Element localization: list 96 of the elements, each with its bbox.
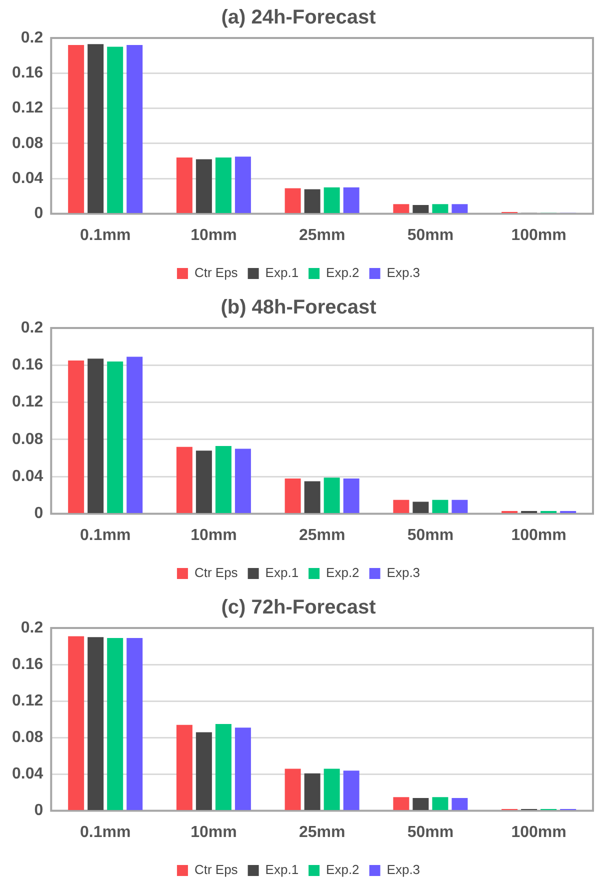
bar [234,728,251,810]
bar [343,478,360,514]
bar [126,356,143,514]
bar [176,446,192,514]
y-tick-label: 0 [34,505,44,522]
x-tick-label: 10mm [190,824,237,841]
x-tick-label: 100mm [511,824,566,841]
y-tick-label: 0.16 [12,64,44,82]
legend-label: Ctr Eps [194,265,238,280]
bar [284,768,301,810]
y-tick-label: 0.04 [12,468,44,486]
y-tick-label: 0 [34,802,44,820]
y-tick-label: 0.2 [20,29,44,46]
bar [176,724,192,810]
bar [452,798,468,810]
x-tick-label: 25mm [298,824,346,841]
bar [107,46,124,214]
bar [88,637,104,810]
legend-label: Exp.3 [386,265,420,280]
legend-label: Exp.3 [386,565,420,580]
bar [324,768,340,810]
x-tick-label: 50mm [407,226,454,244]
x-tick-label: 50mm [407,526,454,544]
bar [107,361,124,514]
legend-label: Exp.2 [326,565,360,580]
bar [234,156,251,214]
y-tick-label: 0.2 [20,619,44,636]
bar [452,204,468,214]
y-tick-label: 0 [34,205,44,222]
bar [393,797,410,810]
y-tick-label: 0.08 [12,134,44,152]
y-tick-label: 0.16 [12,656,44,673]
bar [196,450,212,514]
chart-title: (a) 24h-Forecast [221,6,376,29]
y-tick-label: 0.04 [12,170,44,188]
y-tick-label: 0.12 [12,100,44,117]
bar [68,45,84,214]
bar [304,773,320,810]
bar [215,724,232,810]
bar [126,638,143,810]
bar [88,44,104,214]
bar [176,158,192,214]
legend-label: Exp.1 [265,862,299,878]
legend-label: Exp.2 [326,265,360,280]
legend-label: Ctr Eps [194,565,238,580]
x-tick-label: 0.1mm [80,824,131,841]
chart-title: (b) 48h-Forecast [220,296,377,319]
y-tick-label: 0.12 [12,394,44,411]
bar [88,358,104,514]
bar [452,500,468,514]
x-tick-label: 25mm [298,526,346,544]
bar [68,360,84,514]
bar [196,732,212,810]
x-tick-label: 25mm [298,226,346,244]
bar [107,638,124,810]
chart-title: (c) 72h-Forecast [221,596,376,619]
x-tick-label: 0.1mm [80,526,131,544]
bar [343,187,360,214]
legend-label: Ctr Eps [194,862,238,878]
bar [126,45,143,214]
x-tick-label: 10mm [190,226,237,244]
bar [412,205,429,214]
bar [432,500,448,514]
bar [412,502,429,514]
legend-label: Exp.1 [265,265,299,280]
x-tick-label: 0.1mm [80,226,131,244]
bar [432,204,448,214]
bar [234,448,251,514]
bar [343,770,360,810]
bar [196,159,212,214]
bar [284,188,301,214]
x-tick-label: 100mm [511,226,566,244]
bar [324,478,340,514]
y-tick-label: 0.08 [12,729,44,746]
bar [304,481,320,514]
y-tick-label: 0.16 [12,356,44,374]
legend-label: Exp.2 [326,862,360,878]
y-tick-label: 0.08 [12,430,44,448]
legend-label: Exp.1 [265,565,299,580]
bar [393,204,410,214]
y-tick-label: 0.04 [12,766,44,783]
bar [215,158,232,214]
x-tick-label: 10mm [190,526,237,544]
bar [215,446,232,514]
bar [284,478,301,514]
y-tick-label: 0.2 [20,319,44,336]
y-tick-label: 0.12 [12,692,44,710]
x-tick-label: 50mm [407,824,454,841]
bar [68,636,84,810]
bar [393,500,410,514]
bar [324,187,340,214]
x-tick-label: 100mm [511,526,566,544]
bar [432,797,448,810]
legend-label: Exp.3 [386,862,420,878]
bar [304,189,320,214]
bar [412,798,429,810]
